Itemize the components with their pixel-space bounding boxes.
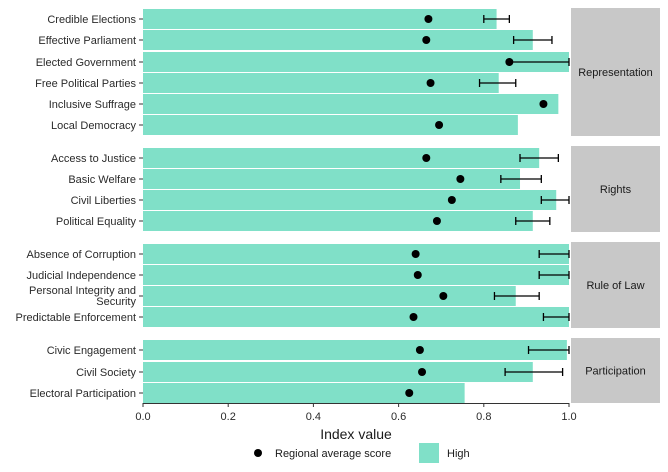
category-label: Free Political Parties (35, 78, 136, 90)
regional-average-point (505, 58, 514, 66)
x-tick-label: 0.2 (221, 411, 236, 423)
category-label: Effective Parliament (38, 35, 136, 47)
legend-point-key (254, 449, 262, 457)
regional-average-point (415, 346, 424, 354)
facet-strip-label: Representation (578, 67, 653, 79)
bar (143, 190, 557, 210)
category-label: Absence of Corruption (27, 249, 136, 261)
x-tick-label: 1.0 (561, 411, 576, 423)
category-label: Local Democracy (51, 120, 136, 132)
category-label: Civil Society (76, 367, 136, 379)
legend-bar-label: High (447, 448, 470, 460)
regional-average-point (422, 36, 431, 44)
category-label: Access to Justice (51, 153, 136, 165)
facet-strip (571, 242, 660, 328)
x-tick-label: 0.6 (391, 411, 406, 423)
category-label: Electoral Participation (30, 388, 136, 400)
category-label: Judicial Independence (27, 270, 136, 282)
bar (143, 211, 533, 231)
category-label: Predictable Enforcement (16, 312, 136, 324)
bar (143, 340, 567, 360)
facet-strip (571, 146, 660, 232)
regional-average-point (426, 79, 435, 87)
facet-strip (571, 8, 660, 136)
regional-average-point (439, 292, 448, 300)
facet-strip-label: Rule of Law (586, 280, 644, 292)
facet-strip-label: Participation (585, 366, 646, 378)
bar (143, 30, 533, 50)
regional-average-point (447, 196, 456, 204)
x-axis-title: Index value (320, 426, 392, 442)
category-label: Personal Integrity and Security (29, 285, 137, 308)
legend-bar-key (419, 443, 439, 463)
bar (143, 115, 518, 135)
bar (143, 52, 569, 72)
x-tick-label: 0.4 (306, 411, 321, 423)
facet-strip-label: Rights (600, 184, 632, 196)
regional-average-point (411, 250, 420, 258)
regional-average-point (424, 15, 433, 23)
regional-average-point (413, 271, 422, 279)
regional-average-point (539, 100, 548, 108)
category-label: Elected Government (36, 57, 136, 69)
category-label: Inclusive Suffrage (49, 99, 136, 111)
bar (143, 94, 559, 114)
legend-point-label: Regional average score (275, 448, 391, 460)
bar (143, 307, 569, 327)
bar (143, 244, 569, 264)
regional-average-point (435, 121, 444, 129)
regional-average-point (422, 154, 431, 162)
x-tick-label: 0.8 (476, 411, 491, 423)
category-label: Civic Engagement (47, 345, 136, 357)
bar (143, 148, 540, 168)
bar (143, 265, 569, 285)
bar (143, 73, 499, 93)
regional-average-point (456, 175, 465, 183)
regional-average-point (418, 368, 427, 376)
bar (143, 286, 516, 306)
bar (143, 383, 465, 403)
regional-average-point (405, 389, 414, 397)
bar (143, 169, 521, 189)
category-label: Civil Liberties (71, 195, 137, 207)
category-label: Credible Elections (47, 14, 136, 26)
category-label: Basic Welfare (68, 174, 136, 186)
bar (143, 362, 533, 382)
regional-average-point (409, 313, 418, 321)
category-label: Political Equality (56, 216, 137, 228)
regional-average-point (432, 217, 441, 225)
bar (143, 9, 497, 29)
x-tick-label: 0.0 (135, 411, 150, 423)
facet-strip (571, 338, 660, 403)
